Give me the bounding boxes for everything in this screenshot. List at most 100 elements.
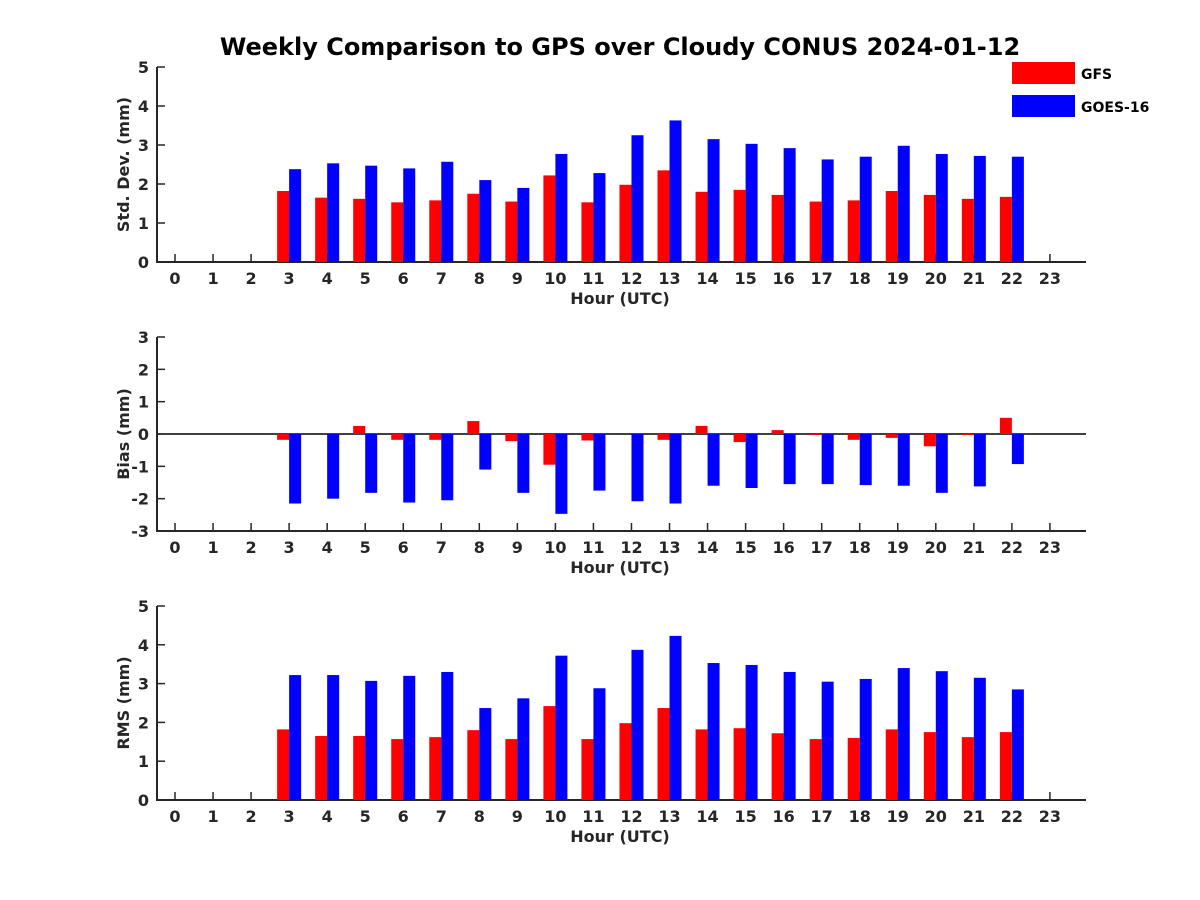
bar-gfs-hour-22 — [999, 196, 1012, 262]
x-tick-label: 16 — [773, 538, 795, 557]
x-tick-label: 4 — [322, 269, 333, 288]
x-tick-label: 12 — [620, 538, 642, 557]
bar-gfs-hour-14 — [695, 191, 708, 262]
x-tick-label: 23 — [1039, 538, 1061, 557]
bar-goes-16-hour-3 — [289, 675, 302, 800]
y-tick-label: -3 — [131, 522, 149, 541]
bar-goes-16-hour-21 — [973, 434, 986, 487]
x-tick-label: 18 — [849, 807, 871, 826]
bar-goes-16-hour-11 — [593, 434, 606, 491]
x-tick-label: 18 — [849, 269, 871, 288]
x-axis-label: Hour (UTC) — [570, 558, 670, 577]
bar-gfs-hour-13 — [657, 708, 670, 800]
x-tick-label: 22 — [1001, 538, 1023, 557]
bar-gfs-hour-4 — [315, 735, 328, 800]
bar-gfs-hour-11 — [581, 434, 594, 441]
x-tick-label: 0 — [169, 807, 180, 826]
bar-gfs-hour-18 — [847, 434, 860, 440]
bar-gfs-hour-19 — [885, 434, 898, 438]
bar-goes-16-hour-7 — [441, 434, 454, 501]
bar-goes-16-hour-4 — [327, 163, 340, 262]
x-tick-label: 7 — [436, 807, 447, 826]
x-tick-label: 19 — [887, 269, 909, 288]
y-tick-label: 5 — [138, 597, 149, 616]
bar-goes-16-hour-9 — [517, 698, 530, 800]
bar-goes-16-hour-6 — [403, 434, 416, 503]
bar-goes-16-hour-19 — [897, 145, 910, 262]
x-tick-label: 13 — [658, 269, 680, 288]
bar-goes-16-hour-17 — [821, 159, 834, 262]
x-tick-label: 11 — [582, 807, 604, 826]
x-tick-label: 22 — [1001, 807, 1023, 826]
x-tick-label: 8 — [474, 538, 485, 557]
legend-label-gfs: GFS — [1081, 67, 1112, 83]
x-tick-label: 6 — [398, 538, 409, 557]
bar-goes-16-hour-8 — [479, 180, 492, 262]
bar-gfs-hour-21 — [961, 434, 974, 435]
bar-goes-16-hour-22 — [1011, 434, 1024, 465]
bar-goes-16-hour-4 — [327, 434, 340, 499]
bar-gfs-hour-6 — [391, 434, 404, 440]
bar-gfs-hour-22 — [999, 732, 1012, 800]
bar-gfs-hour-9 — [505, 739, 518, 800]
x-tick-label: 5 — [360, 269, 371, 288]
bar-gfs-hour-11 — [581, 202, 594, 262]
x-tick-label: 6 — [398, 269, 409, 288]
chart-title: Weekly Comparison to GPS over Cloudy CON… — [220, 33, 1020, 61]
bar-goes-16-hour-3 — [289, 434, 302, 504]
bar-goes-16-hour-14 — [707, 663, 720, 800]
bar-gfs-hour-18 — [847, 200, 860, 262]
bar-gfs-hour-15 — [733, 728, 746, 800]
bar-goes-16-hour-9 — [517, 187, 530, 262]
x-tick-label: 22 — [1001, 269, 1023, 288]
bar-goes-16-hour-4 — [327, 675, 340, 800]
bar-gfs-hour-5 — [353, 735, 366, 800]
x-tick-label: 11 — [582, 538, 604, 557]
bar-gfs-hour-8 — [467, 421, 480, 434]
x-tick-label: 7 — [436, 269, 447, 288]
x-tick-label: 15 — [734, 538, 756, 557]
bar-gfs-hour-15 — [733, 189, 746, 262]
y-tick-label: -2 — [131, 490, 149, 509]
bar-goes-16-hour-5 — [365, 434, 378, 493]
x-tick-label: 15 — [734, 807, 756, 826]
bar-goes-16-hour-12 — [631, 135, 644, 262]
x-tick-label: 5 — [360, 538, 371, 557]
x-tick-label: 1 — [207, 807, 218, 826]
bar-gfs-hour-4 — [315, 197, 328, 262]
y-tick-label: 0 — [138, 791, 149, 810]
legend-label-goes16: GOES-16 — [1081, 100, 1149, 116]
bar-gfs-hour-19 — [885, 729, 898, 800]
bar-goes-16-hour-20 — [935, 671, 948, 800]
bar-gfs-hour-13 — [657, 434, 670, 440]
bar-gfs-hour-3 — [277, 729, 290, 800]
y-tick-label: 2 — [138, 713, 149, 732]
bar-goes-16-hour-15 — [745, 143, 758, 262]
bar-goes-16-hour-13 — [669, 635, 682, 800]
bar-goes-16-hour-17 — [821, 434, 834, 485]
bar-gfs-hour-7 — [429, 737, 442, 800]
x-tick-label: 14 — [696, 269, 718, 288]
bar-goes-16-hour-8 — [479, 434, 492, 470]
y-tick-label: 2 — [138, 360, 149, 379]
bar-gfs-hour-5 — [353, 198, 366, 262]
bar-gfs-hour-7 — [429, 434, 442, 440]
bar-goes-16-hour-5 — [365, 680, 378, 800]
x-tick-label: 19 — [887, 538, 909, 557]
bar-gfs-hour-19 — [885, 191, 898, 262]
bar-goes-16-hour-19 — [897, 434, 910, 486]
bar-goes-16-hour-14 — [707, 434, 720, 486]
bar-gfs-hour-14 — [695, 729, 708, 800]
bar-gfs-hour-18 — [847, 737, 860, 800]
y-tick-label: 0 — [138, 253, 149, 272]
x-tick-label: 21 — [963, 807, 985, 826]
y-tick-label: 3 — [138, 136, 149, 155]
x-tick-label: 4 — [322, 807, 333, 826]
y-tick-label: 2 — [138, 175, 149, 194]
bar-gfs-hour-9 — [505, 434, 518, 442]
x-tick-label: 17 — [811, 807, 833, 826]
x-tick-label: 21 — [963, 269, 985, 288]
bar-gfs-hour-9 — [505, 201, 518, 262]
x-tick-label: 4 — [322, 538, 333, 557]
